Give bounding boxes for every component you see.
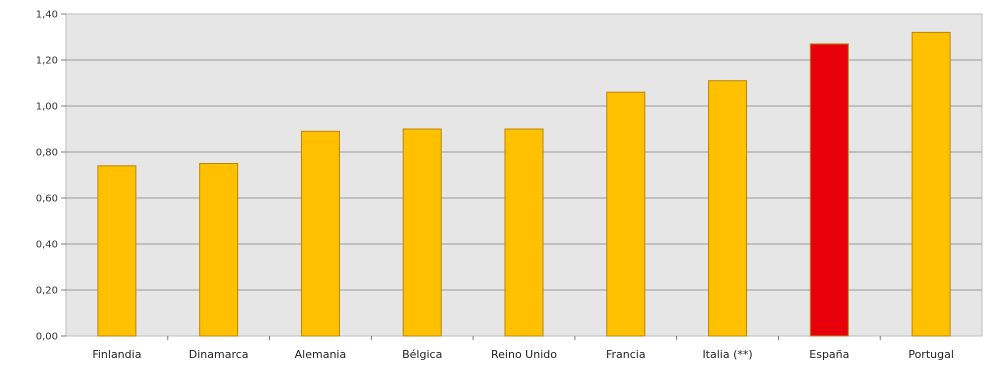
y-tick-label: 0,20 (36, 286, 58, 297)
x-tick-label: Dinamarca (189, 348, 249, 361)
y-tick-label: 1,20 (36, 56, 58, 67)
bar (199, 163, 239, 337)
bar (911, 31, 951, 337)
x-axis: Finlandia Dinamarca Alemania Bélgica Reino U… (92, 336, 954, 361)
x-tick-label: España (809, 348, 849, 361)
bar (708, 80, 748, 337)
y-tick-label: 0,40 (36, 240, 58, 251)
bar (402, 128, 442, 337)
y-tick-label: 1,40 (36, 10, 58, 21)
bar (300, 130, 340, 337)
y-tick-label: 1,00 (36, 102, 58, 113)
y-tick-label: 0,00 (36, 332, 58, 343)
bar (504, 128, 544, 337)
bars (97, 31, 951, 337)
y-axis: 0,00 0,20 0,40 0,60 0,80 1,00 1,20 1,40 (36, 10, 66, 343)
bar (606, 91, 646, 337)
x-tick-label: Italia (**) (702, 348, 752, 361)
bar (809, 43, 849, 337)
x-tick-label: Reino Unido (491, 348, 557, 361)
x-tick-label: Bélgica (402, 348, 442, 361)
x-tick-label: Finlandia (92, 348, 141, 361)
bar (97, 165, 137, 337)
y-tick-label: 0,60 (36, 194, 58, 205)
x-tick-label: Francia (606, 348, 646, 361)
x-tick-label: Alemania (295, 348, 347, 361)
x-tick-label: Portugal (908, 348, 954, 361)
y-tick-label: 0,80 (36, 148, 58, 159)
